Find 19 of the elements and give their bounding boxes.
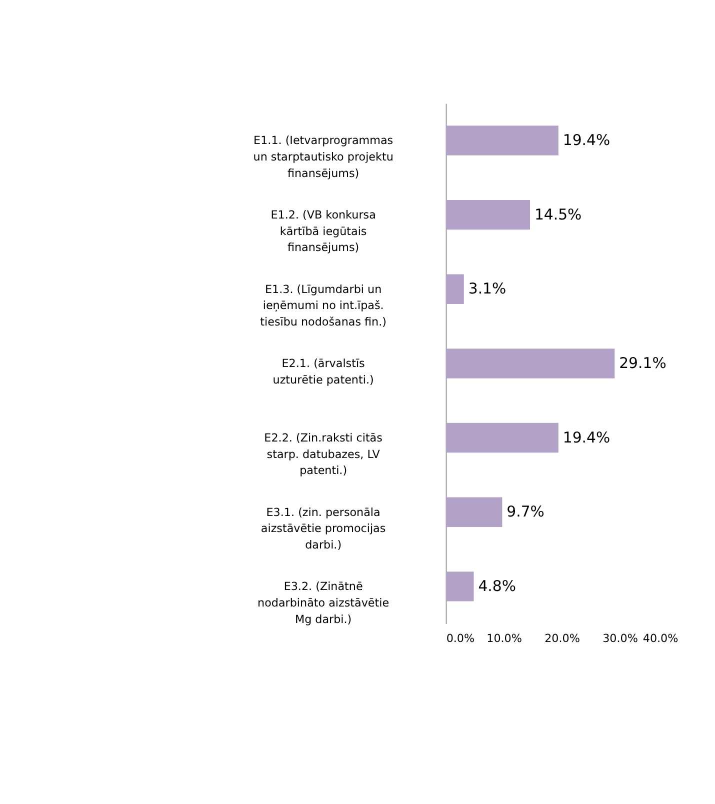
x-tick-label: 40.0% (642, 632, 678, 645)
y-tick-label: E1.3. (Līgumdarbi un ieņēmumi no int.īpaš. tiesību nodošanas fin.) (260, 282, 386, 329)
x-tick-label: 30.0% (602, 632, 638, 645)
data-label: 19.4% (562, 428, 610, 446)
data-label: 19.4% (562, 130, 610, 149)
x-tick-label: 20.0% (544, 632, 580, 645)
y-tick-label: E1.1. (Ietvarprogrammas un starptautisko projektu finansējums) (253, 134, 394, 180)
data-label: 14.5% (534, 205, 582, 224)
x-tick-label: 10.0% (486, 632, 522, 645)
y-tick-label: E2.1. (ārvalstīs uzturētie patenti.) (272, 357, 374, 387)
data-label: 4.8% (478, 576, 516, 595)
y-tick-label: E2.2. (Zin.raksti citās starp. datubazes, LV patenti.) (264, 432, 383, 478)
y-tick-label: E3.1. (zin. personāla aizstāvētie promocijas darbi.) (260, 506, 386, 552)
data-label: 9.7% (506, 502, 544, 521)
data-label: 29.1% (619, 354, 666, 372)
y-tick-label: E1.2. (VB konkursa kārtībā iegūtais finansējums) (270, 208, 376, 254)
data-label: 3.1% (468, 280, 506, 298)
y-tick-label: E3.2. (Zinātnē nodarbināto aizstāvētie Mg darbi.) (258, 580, 390, 626)
x-tick-label: 0.0% (446, 632, 475, 645)
